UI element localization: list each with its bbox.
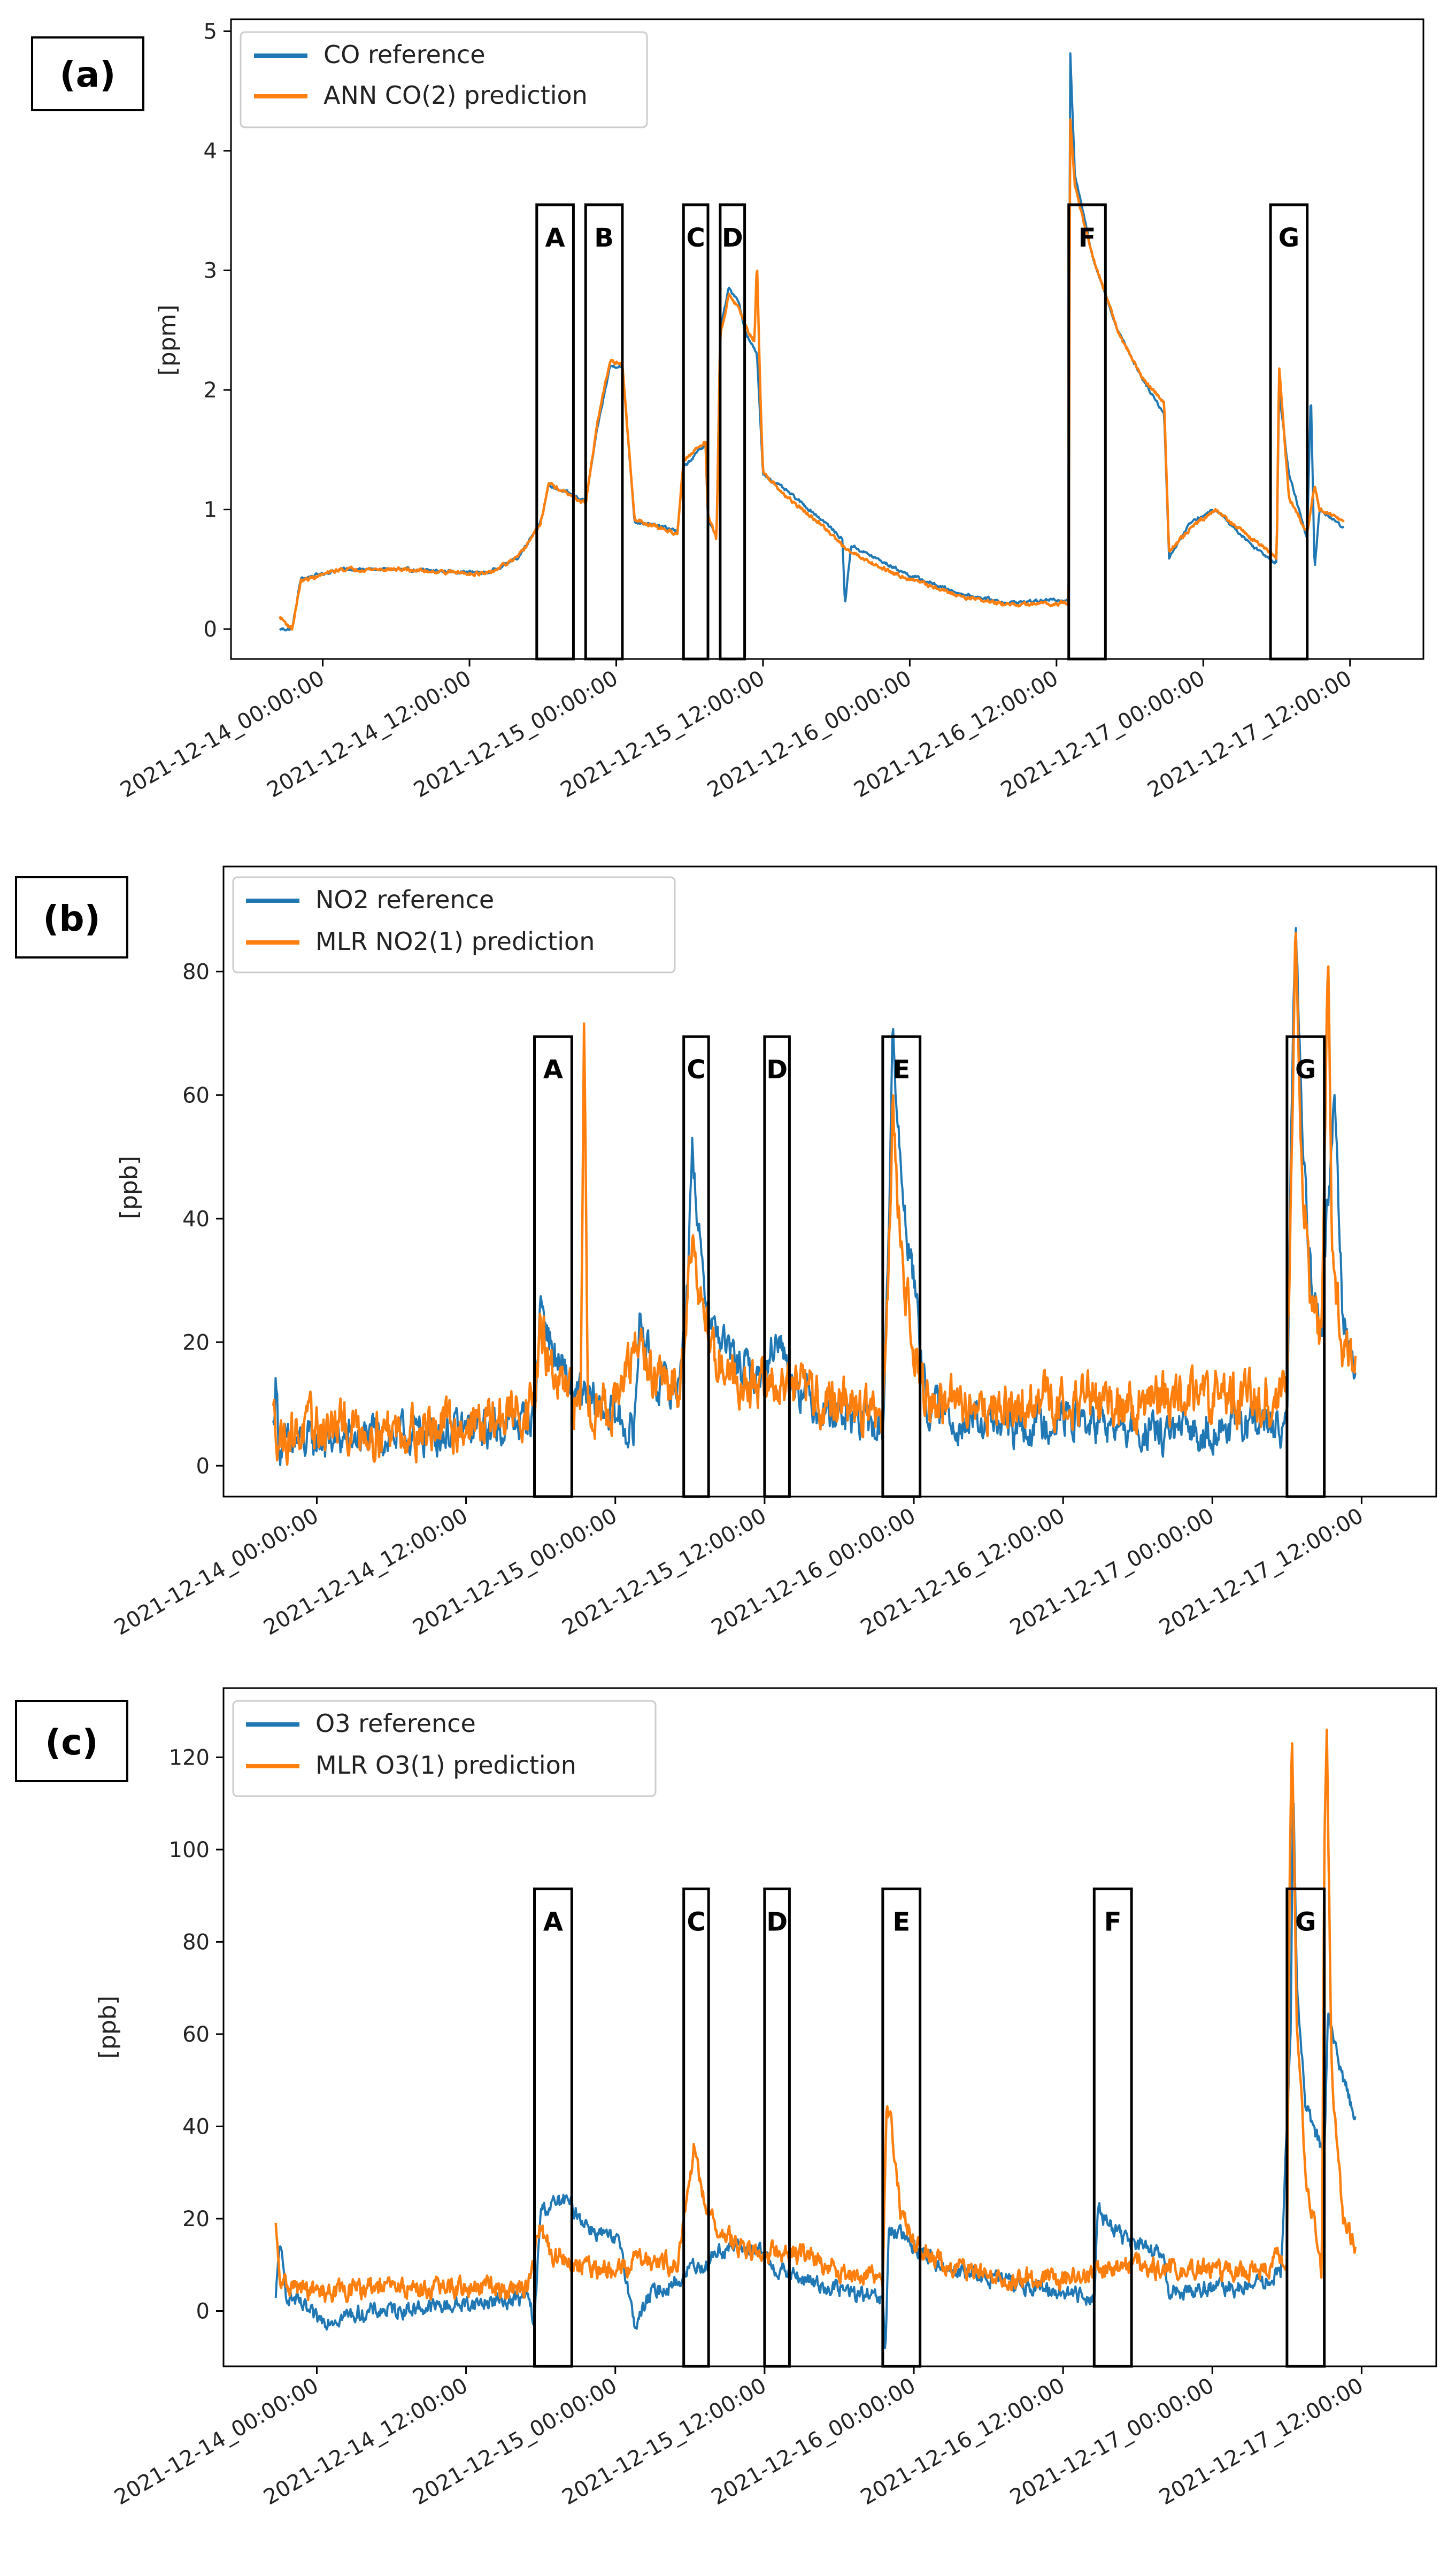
event-label-c: C (687, 1907, 705, 1937)
plot-area: A B C D F G0123452021-12-14_00:00:002021-12-1… (116, 18, 1424, 803)
plot-area: A C D E G0204060802021-12-14_00:00:002021-12… (110, 865, 1437, 1640)
legend: O3 reference MLR O3(1) prediction (232, 1700, 657, 1797)
legend-label-prediction: ANN CO(2) prediction (324, 81, 588, 110)
y-tick-label: 0 (196, 1454, 210, 1478)
y-tick-label: 120 (169, 1745, 210, 1770)
event-box-a (533, 1035, 573, 1498)
event-box-e (881, 1887, 922, 2368)
axes-frame (222, 865, 1437, 1498)
series-line-prediction (279, 118, 1345, 631)
panel-b: (b) [ppb] A C D E G0204060802021-12-14_00:00… (15, 865, 1437, 1640)
event-box-c (682, 1887, 710, 2368)
panel-label-box (15, 1700, 128, 1782)
panel-label: (b) (43, 898, 101, 939)
panel-label: (a) (60, 54, 116, 95)
event-label-g: G (1295, 1055, 1316, 1085)
event-label-a: A (545, 223, 565, 253)
y-tick-label: 80 (182, 960, 210, 984)
event-box-d (719, 203, 746, 661)
event-label-f: F (1079, 223, 1096, 253)
event-box-a (535, 203, 575, 661)
panel-label: (c) (45, 1722, 98, 1763)
y-axis-label: [ppb] (115, 1156, 143, 1219)
legend-box (232, 876, 676, 973)
panel-c: (c) [ppb] A C D E F G0204060801001202021-12-1… (15, 1687, 1437, 2510)
event-box-f (1067, 203, 1107, 661)
event-label-e: E (892, 1055, 910, 1085)
series-line-prediction (272, 932, 1357, 1466)
y-tick-label: 100 (169, 1838, 210, 1862)
event-box-f (1092, 1887, 1133, 2368)
event-label-d: D (766, 1055, 788, 1085)
y-tick-label: 40 (182, 1207, 210, 1231)
panel-label-box (15, 876, 128, 959)
event-label-c: C (687, 1055, 705, 1085)
legend-label-prediction: MLR NO2(1) prediction (315, 927, 595, 956)
series-line-prediction (274, 1728, 1357, 2304)
y-tick-label: 20 (182, 1330, 210, 1355)
event-box-c (682, 203, 710, 661)
y-tick-label: 0 (196, 2299, 210, 2324)
event-label-d: D (722, 223, 743, 253)
panel-a: (a) [ppm] A B C D F G0123452021-12-14_00:00:0… (31, 18, 1424, 803)
y-axis-label: [ppb] (94, 1996, 121, 2059)
y-tick-label: 60 (182, 1083, 210, 1108)
event-box-d (763, 1035, 791, 1498)
y-tick-label: 2 (204, 378, 217, 403)
event-label-e: E (892, 1907, 910, 1937)
event-box-b (584, 203, 624, 661)
axes-frame (230, 18, 1424, 660)
y-tick-label: 40 (182, 2114, 210, 2139)
event-label-g: G (1278, 223, 1299, 253)
y-tick-label: 5 (204, 19, 217, 44)
y-tick-label: 4 (204, 139, 217, 164)
event-box-d (763, 1887, 791, 2368)
event-box-g (1285, 1887, 1326, 2368)
legend-label-reference: NO2 reference (315, 885, 494, 914)
plot-area: A C D E F G0204060801001202021-12-14_00:00:00… (110, 1687, 1437, 2510)
y-tick-label: 80 (182, 1930, 210, 1954)
legend-label-reference: O3 reference (315, 1709, 476, 1738)
event-label-f: F (1104, 1907, 1122, 1937)
y-axis-label: [ppm] (154, 304, 181, 375)
y-tick-label: 0 (204, 617, 217, 642)
legend-label-prediction: MLR O3(1) prediction (315, 1751, 576, 1780)
event-box-a (533, 1887, 573, 2368)
event-label-d: D (766, 1907, 788, 1937)
legend-label-reference: CO reference (324, 40, 486, 69)
event-label-a: A (543, 1055, 563, 1085)
event-box-g (1269, 203, 1309, 661)
legend-box (232, 1700, 657, 1797)
event-label-g: G (1295, 1907, 1316, 1937)
legend-box (240, 31, 648, 128)
series-line-reference (279, 52, 1344, 632)
event-label-b: B (594, 223, 614, 253)
panel-label-box (31, 36, 144, 111)
legend: NO2 reference MLR NO2(1) prediction (232, 876, 676, 973)
y-tick-label: 60 (182, 2022, 210, 2047)
y-tick-label: 3 (204, 258, 217, 283)
y-tick-label: 1 (204, 498, 217, 523)
event-label-c: C (687, 223, 705, 253)
legend: CO reference ANN CO(2) prediction (240, 31, 648, 128)
event-label-a: A (543, 1907, 563, 1937)
axes-frame (222, 1687, 1437, 2367)
y-tick-label: 20 (182, 2207, 210, 2232)
